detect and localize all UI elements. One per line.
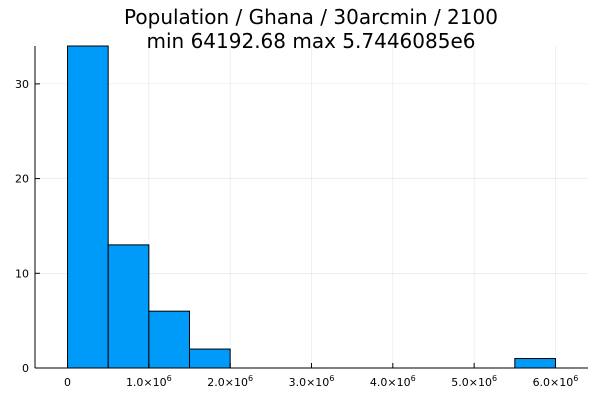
histogram-bar: [107, 244, 150, 369]
grid-lines: [35, 46, 588, 369]
x-tick-label: 3.0×106: [289, 374, 335, 389]
x-tick-label: 6.0×106: [533, 374, 579, 389]
histogram-bars: [67, 45, 556, 369]
histogram-bar: [514, 358, 556, 369]
y-tick-label: 30: [15, 78, 29, 91]
y-tick-label: 20: [15, 173, 29, 186]
y-tick-label: 0: [22, 362, 29, 375]
histogram-bar: [189, 348, 231, 369]
x-tick-label: 2.0×106: [207, 374, 253, 389]
histogram-bar: [67, 45, 109, 369]
x-tick-label: 1.0×106: [126, 374, 172, 389]
x-tick-label: 4.0×106: [370, 374, 416, 389]
axes: [34, 46, 588, 369]
chart-title: Population / Ghana / 30arcmin / 2100: [124, 5, 498, 29]
y-tick-label: 10: [15, 267, 29, 280]
x-tick-label: 0: [64, 376, 71, 389]
histogram-bar: [148, 310, 191, 369]
tick-labels: 0 1.0×106 2.0×106 3.0×106 4.0×106 5.0×106 6.0×…: [15, 78, 578, 389]
chart-subtitle: min 64192.68 max 5.7446085e6: [147, 29, 476, 53]
x-tick-label: 5.0×106: [451, 374, 497, 389]
